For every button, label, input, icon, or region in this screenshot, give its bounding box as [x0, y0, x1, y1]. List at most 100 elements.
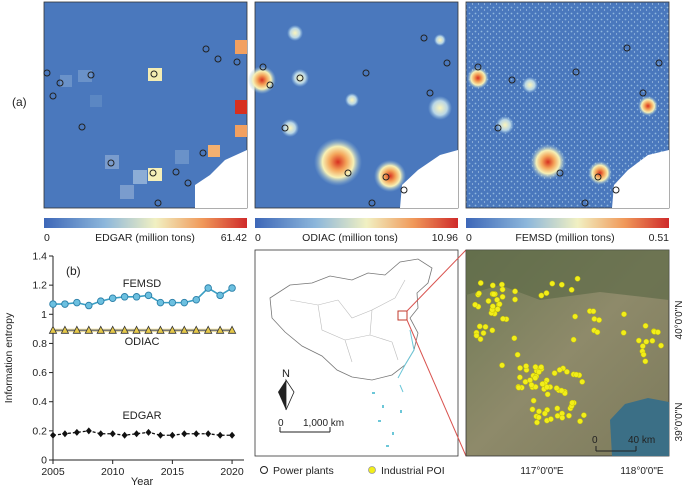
industrial-poi-point	[548, 416, 554, 422]
industrial-poi-point	[558, 281, 565, 288]
industrial-poi-point	[473, 332, 480, 339]
y-tick-label: 0.4	[32, 396, 47, 408]
industrial-poi-point	[568, 286, 575, 293]
industrial-poi-point	[489, 303, 496, 310]
industrial-poi-point	[536, 408, 542, 415]
map-legend: Power plants Industrial POI	[260, 465, 445, 477]
industrial-poi-point	[490, 291, 497, 298]
edgar-point	[121, 431, 128, 439]
coastline	[397, 329, 415, 393]
industrial-poi-point	[517, 374, 523, 381]
industrial-poi-point	[494, 306, 501, 313]
edgar-cbar-max: 61.42	[221, 232, 247, 244]
industrial-poi-point	[538, 292, 545, 299]
industrial-poi-point	[558, 387, 565, 394]
edgar-point	[181, 430, 188, 438]
industrial-poi-point	[591, 316, 598, 322]
femsd-point	[204, 284, 212, 292]
odiac-map	[248, 1, 459, 209]
industrial-poi-point	[590, 308, 597, 315]
legend-power-plants: Power plants	[273, 465, 334, 477]
industrial-poi-point	[511, 335, 518, 342]
sat-scale-label: 40 km	[628, 435, 655, 446]
china-outline	[269, 258, 433, 381]
industrial-poi-point	[573, 371, 580, 378]
entropy-chart: 0 0.2 0.4 0.6 0.8 1 1.2 1.4 2005 2010 2015 2020 (b…	[3, 251, 244, 488]
edgar-line	[52, 430, 233, 436]
industrial-poi-point	[544, 384, 550, 390]
industrial-poi-point	[539, 381, 546, 387]
industrial-poi-point	[544, 391, 551, 398]
odiac-colorbar	[255, 218, 458, 228]
industrial-poi-point	[577, 418, 583, 425]
odiac-point	[48, 325, 58, 334]
y-tick-label: 1.2	[32, 280, 47, 292]
femsd-line	[53, 287, 233, 307]
edgar-point	[109, 430, 116, 438]
odiac-point	[96, 325, 106, 334]
industrial-poi-point	[535, 414, 542, 421]
odiac-point	[180, 325, 189, 334]
x-axis-label: Year	[131, 476, 154, 488]
industrial-poi-point	[517, 365, 523, 371]
industrial-poi-point	[553, 385, 560, 391]
industrial-poi-point	[499, 286, 506, 293]
edgar-point	[157, 431, 164, 439]
industrial-poi-point	[472, 301, 478, 308]
industrial-poi-point	[556, 367, 563, 373]
industrial-poi-point	[554, 405, 561, 412]
province-borders	[289, 279, 406, 363]
industrial-poi-point	[569, 399, 575, 406]
north-label: N	[282, 368, 290, 380]
industrial-poi-point	[480, 330, 487, 336]
femsd-point	[180, 298, 189, 307]
edgar-point	[217, 431, 224, 439]
industrial-poi-point	[500, 315, 506, 322]
industrial-poi-point	[532, 364, 539, 370]
series-label-odiac: ODIAC	[125, 336, 160, 348]
industrial-poi-point	[476, 323, 483, 330]
x-tick-label: 2005	[41, 466, 65, 478]
femsd-cbar-min: 0	[466, 232, 472, 244]
south-sea-islands	[372, 392, 402, 447]
industrial-poi-point	[532, 375, 539, 381]
industrial-poi-point	[515, 384, 522, 391]
odiac-point	[168, 325, 177, 334]
femsd-point	[108, 294, 117, 303]
edgar-point	[169, 431, 176, 439]
industrial-poi-point	[538, 364, 545, 370]
femsd-point	[216, 291, 224, 300]
odiac-point	[191, 325, 201, 334]
odiac-cbar-min: 0	[255, 232, 261, 244]
edgar-point	[205, 430, 212, 438]
lat-label-40: 40°0'0"N	[674, 301, 685, 340]
femsd-cbar-max: 0.51	[649, 232, 670, 244]
series-label-edgar: EDGAR	[122, 410, 161, 422]
industrial-poi-point	[658, 342, 664, 349]
femsd-point	[85, 301, 93, 310]
industrial-poi-point	[477, 336, 484, 342]
x-tick-label: 2020	[220, 466, 244, 478]
industrial-poi-point	[640, 351, 647, 358]
industrial-poi-point	[581, 412, 587, 419]
industrial-poi-point	[642, 323, 649, 329]
industrial-poi-point	[527, 377, 533, 384]
odiac-point	[203, 325, 213, 334]
industrial-poi-point	[529, 406, 536, 413]
series-label-femsd: FEMSD	[123, 278, 162, 290]
edgar-colorbar	[44, 218, 247, 228]
sat-scale-zero: 0	[592, 435, 598, 446]
odiac-point	[108, 325, 117, 334]
industrial-poi-point	[655, 329, 661, 335]
industrial-poi-point	[512, 296, 518, 303]
series-layer	[48, 284, 237, 439]
x-tick-label: 2015	[161, 466, 185, 478]
industrial-poi-point	[494, 296, 500, 303]
zoom-line-top	[406, 249, 467, 312]
edgar-point	[193, 430, 200, 438]
industrial-poi-point	[514, 351, 521, 358]
power-plant-icon	[260, 466, 268, 474]
industrial-poi-point	[551, 370, 558, 376]
industrial-poi-point	[579, 378, 586, 385]
